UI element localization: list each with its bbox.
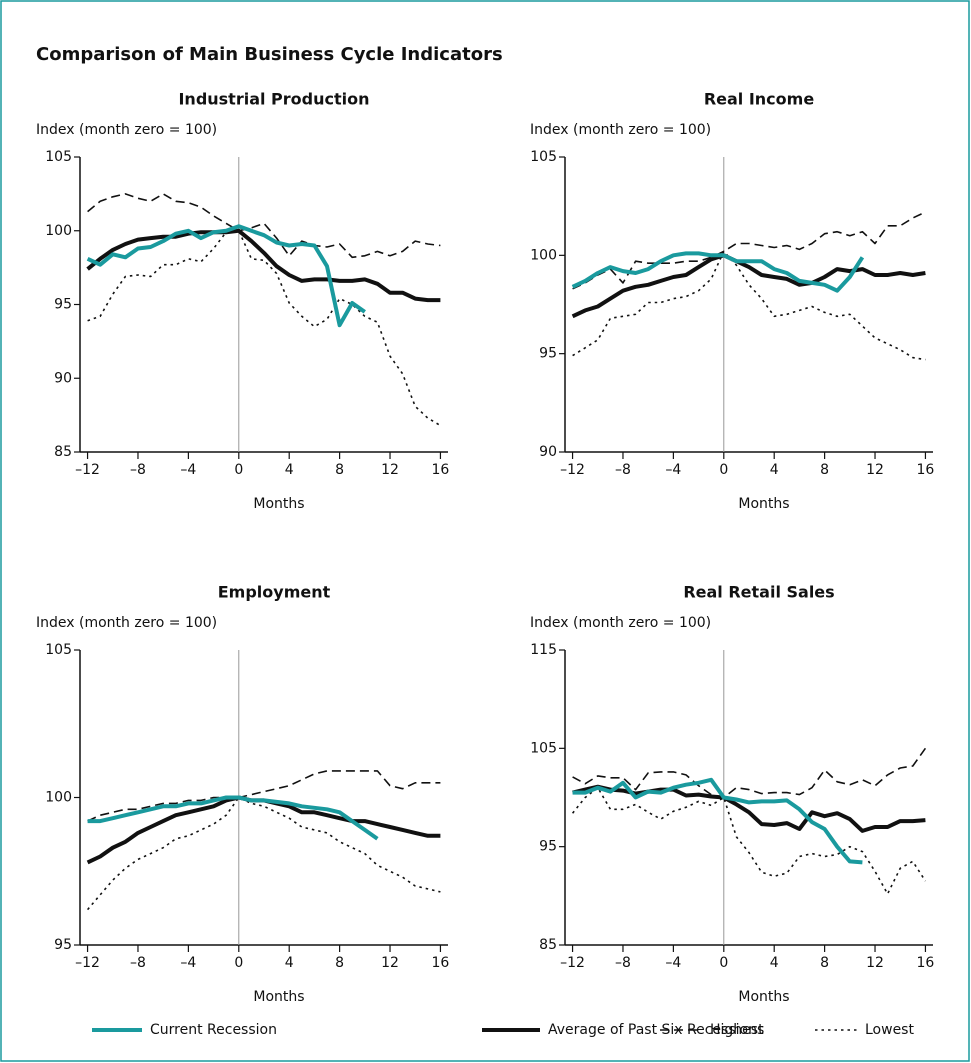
series-line: [86, 224, 366, 328]
legend-label: Current Recession: [150, 1022, 277, 1038]
x-tick-label: 0: [234, 955, 243, 971]
series-line: [571, 253, 926, 319]
y-tick-label: 85: [54, 444, 72, 460]
panel-title: Industrial Production: [178, 90, 369, 109]
x-tick-label: 4: [285, 462, 294, 478]
panel-title: Real Income: [704, 90, 815, 109]
legend-label: Average of Past Six Recessions: [548, 1022, 764, 1038]
x-tick-label: 16: [917, 955, 935, 971]
y-tick-label: 105: [45, 642, 72, 658]
x-tick-label: 0: [234, 462, 243, 478]
y-axis-label: Index (month zero = 100): [36, 615, 217, 631]
x-axis-label: Months: [253, 496, 304, 512]
x-tick-label: 16: [917, 462, 935, 478]
x-tick-label: –12: [560, 462, 585, 478]
x-tick-label: –4: [180, 955, 196, 971]
series-line: [571, 786, 927, 895]
series-line: [572, 211, 926, 290]
series-line: [87, 770, 441, 822]
y-axis-label: Index (month zero = 100): [36, 122, 217, 138]
y-tick-label: 100: [45, 223, 72, 239]
x-tick-label: 12: [381, 462, 399, 478]
x-tick-label: 16: [432, 462, 450, 478]
x-tick-label: 8: [335, 955, 344, 971]
x-axis-label: Months: [253, 989, 304, 1005]
series-line: [87, 230, 441, 427]
y-tick-label: 90: [539, 444, 557, 460]
y-tick-label: 95: [539, 346, 557, 362]
x-tick-label: –12: [560, 955, 585, 971]
y-tick-label: 100: [530, 247, 557, 263]
x-axis-label: Months: [738, 496, 789, 512]
x-tick-label: 8: [335, 462, 344, 478]
legend-label: Lowest: [865, 1022, 914, 1038]
panel-title: Real Retail Sales: [683, 583, 834, 602]
series-line: [86, 795, 441, 865]
x-tick-label: –4: [665, 462, 681, 478]
y-tick-label: 95: [54, 937, 72, 953]
series-line: [86, 796, 441, 911]
y-tick-label: 105: [530, 149, 557, 165]
y-tick-label: 105: [45, 149, 72, 165]
y-tick-label: 100: [45, 790, 72, 806]
x-tick-label: 12: [381, 955, 399, 971]
x-tick-label: 0: [719, 462, 728, 478]
x-tick-label: –8: [130, 955, 146, 971]
x-tick-label: 8: [820, 462, 829, 478]
y-tick-label: 95: [539, 839, 557, 855]
x-axis-label: Months: [738, 989, 789, 1005]
x-tick-label: 16: [432, 955, 450, 971]
y-axis-label: Index (month zero = 100): [530, 122, 711, 138]
x-tick-label: 4: [770, 955, 779, 971]
x-tick-label: –8: [130, 462, 146, 478]
x-tick-label: –4: [180, 462, 196, 478]
x-tick-label: –4: [665, 955, 681, 971]
series-line: [572, 747, 927, 799]
x-tick-label: 12: [866, 955, 884, 971]
y-tick-label: 90: [54, 370, 72, 386]
y-tick-label: 115: [530, 642, 557, 658]
y-tick-label: 85: [539, 937, 557, 953]
y-tick-label: 95: [54, 297, 72, 313]
x-tick-label: 12: [866, 462, 884, 478]
x-tick-label: –12: [75, 955, 100, 971]
y-tick-label: 105: [530, 740, 557, 756]
x-tick-label: 4: [285, 955, 294, 971]
x-tick-label: 0: [719, 955, 728, 971]
series-line: [86, 228, 441, 303]
x-tick-label: 4: [770, 462, 779, 478]
x-tick-label: –8: [615, 462, 631, 478]
series-line: [87, 795, 379, 841]
legend-label: Highest: [710, 1022, 764, 1038]
series-line: [572, 777, 863, 865]
panel-title: Employment: [218, 583, 331, 602]
series-line: [571, 251, 865, 293]
x-tick-label: 8: [820, 955, 829, 971]
x-tick-label: –8: [615, 955, 631, 971]
series-line: [87, 193, 441, 259]
chart-title: Comparison of Main Business Cycle Indica…: [36, 44, 503, 65]
y-axis-label: Index (month zero = 100): [530, 615, 711, 631]
x-tick-label: –12: [75, 462, 100, 478]
series-line: [572, 784, 926, 833]
